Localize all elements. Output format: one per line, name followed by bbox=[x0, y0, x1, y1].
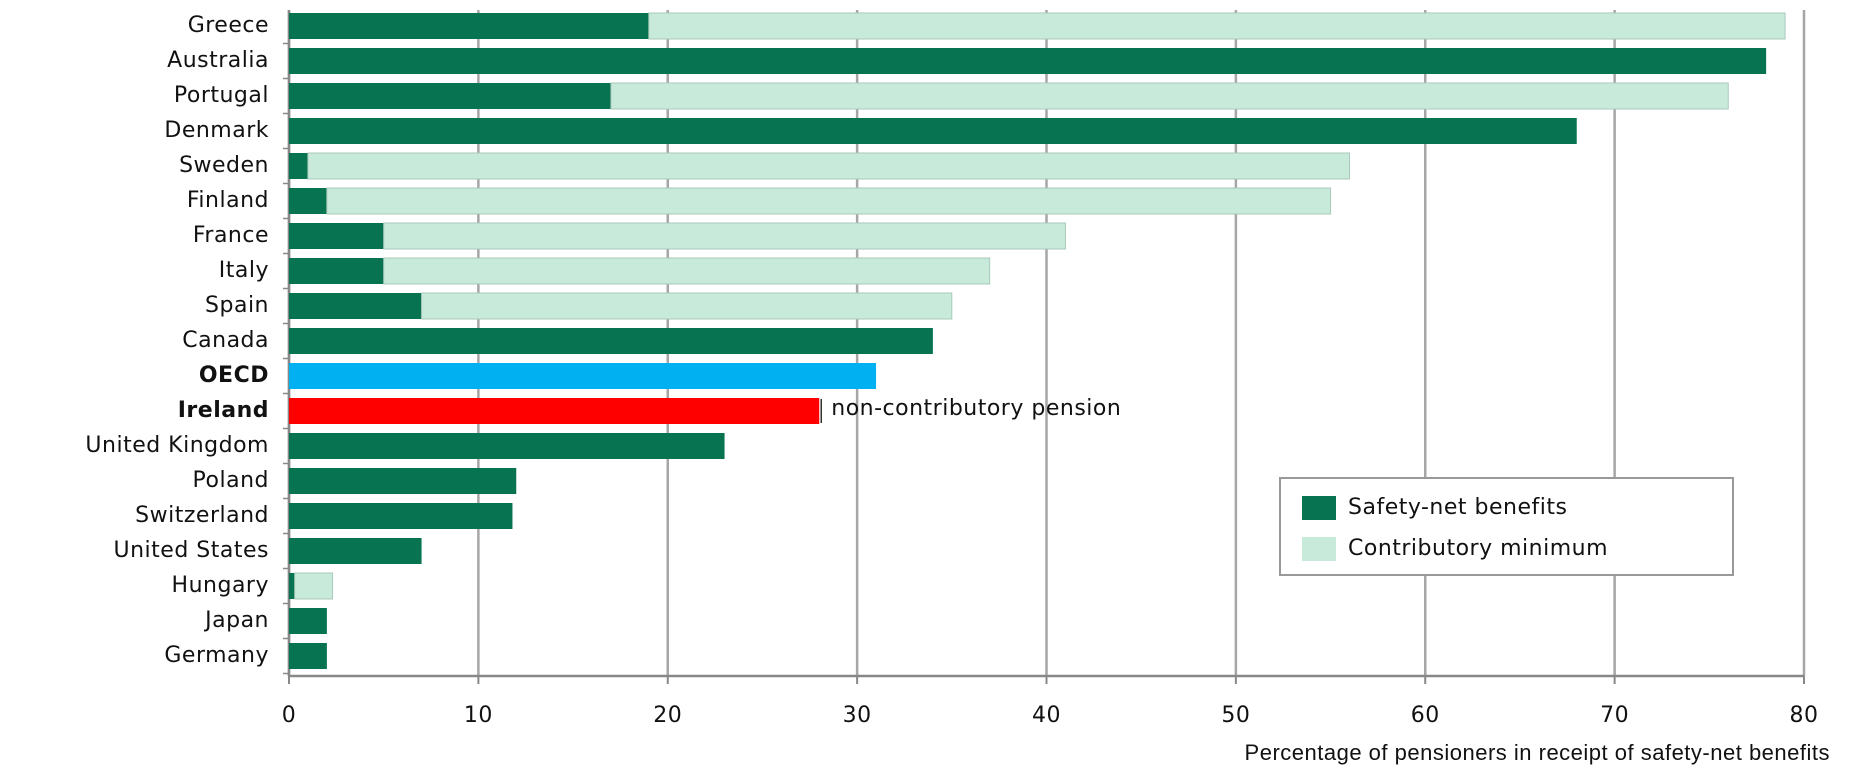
bar bbox=[289, 538, 422, 564]
bar bbox=[289, 503, 512, 529]
bar bbox=[289, 118, 1577, 144]
x-axis-title: Percentage of pensioners in receipt of s… bbox=[1245, 740, 1830, 765]
bar bbox=[308, 153, 1350, 179]
annotation: non-contributory pension bbox=[831, 396, 1121, 421]
bar bbox=[289, 573, 295, 599]
bar bbox=[295, 573, 333, 599]
legend-swatch bbox=[1302, 496, 1336, 520]
bar bbox=[289, 293, 422, 319]
y-tick-label: France bbox=[193, 223, 269, 248]
bar bbox=[422, 293, 952, 319]
y-tick-label: Australia bbox=[167, 48, 269, 73]
y-tick-label: Denmark bbox=[164, 118, 269, 143]
y-tick-label: Finland bbox=[187, 188, 269, 213]
bar bbox=[289, 258, 384, 284]
x-tick-label: 70 bbox=[1600, 703, 1629, 728]
bar bbox=[611, 83, 1728, 109]
bar bbox=[289, 13, 649, 39]
y-tick-label: Ireland bbox=[178, 398, 269, 423]
bar bbox=[289, 643, 327, 669]
legend-swatch bbox=[1302, 537, 1336, 561]
bar bbox=[289, 398, 819, 424]
y-tick-label: Japan bbox=[203, 608, 269, 633]
y-tick-label: Spain bbox=[205, 293, 269, 318]
y-tick-label: Italy bbox=[219, 258, 269, 283]
bar bbox=[289, 328, 933, 354]
y-tick-label: Switzerland bbox=[135, 503, 269, 528]
bar bbox=[289, 433, 725, 459]
y-tick-label: United Kingdom bbox=[85, 433, 269, 458]
x-tick-label: 30 bbox=[843, 703, 872, 728]
y-tick-label: Hungary bbox=[172, 573, 269, 598]
x-tick-label: 60 bbox=[1411, 703, 1440, 728]
bar bbox=[289, 608, 327, 634]
bar bbox=[327, 188, 1331, 214]
y-tick-label: Portugal bbox=[174, 83, 269, 108]
y-tick-label: Sweden bbox=[179, 153, 269, 178]
bar bbox=[289, 153, 308, 179]
x-tick-label: 40 bbox=[1032, 703, 1061, 728]
bar bbox=[289, 48, 1766, 74]
y-tick-label: Greece bbox=[188, 13, 269, 38]
y-tick-label: Canada bbox=[182, 328, 269, 353]
legend-label: Safety-net benefits bbox=[1348, 495, 1567, 520]
x-tick-label: 80 bbox=[1790, 703, 1819, 728]
x-tick-label: 10 bbox=[464, 703, 493, 728]
bar bbox=[289, 363, 876, 389]
x-tick-label: 50 bbox=[1221, 703, 1250, 728]
bar bbox=[289, 188, 327, 214]
legend-label: Contributory minimum bbox=[1348, 536, 1608, 561]
bar bbox=[384, 258, 990, 284]
y-tick-label: OECD bbox=[199, 363, 269, 388]
bar bbox=[289, 468, 516, 494]
bar bbox=[289, 223, 384, 249]
y-tick-label: Germany bbox=[164, 643, 269, 668]
bar bbox=[384, 223, 1066, 249]
chart: 0 10 20 30 40 50 60 70 80 Greece Australia Portugal… bbox=[0, 0, 1870, 770]
y-tick-label: Poland bbox=[193, 468, 269, 493]
y-tick-label: United States bbox=[114, 538, 269, 563]
x-tick-label: 20 bbox=[653, 703, 682, 728]
x-tick-label: 0 bbox=[282, 703, 297, 728]
bar bbox=[649, 13, 1785, 39]
bar bbox=[289, 83, 611, 109]
